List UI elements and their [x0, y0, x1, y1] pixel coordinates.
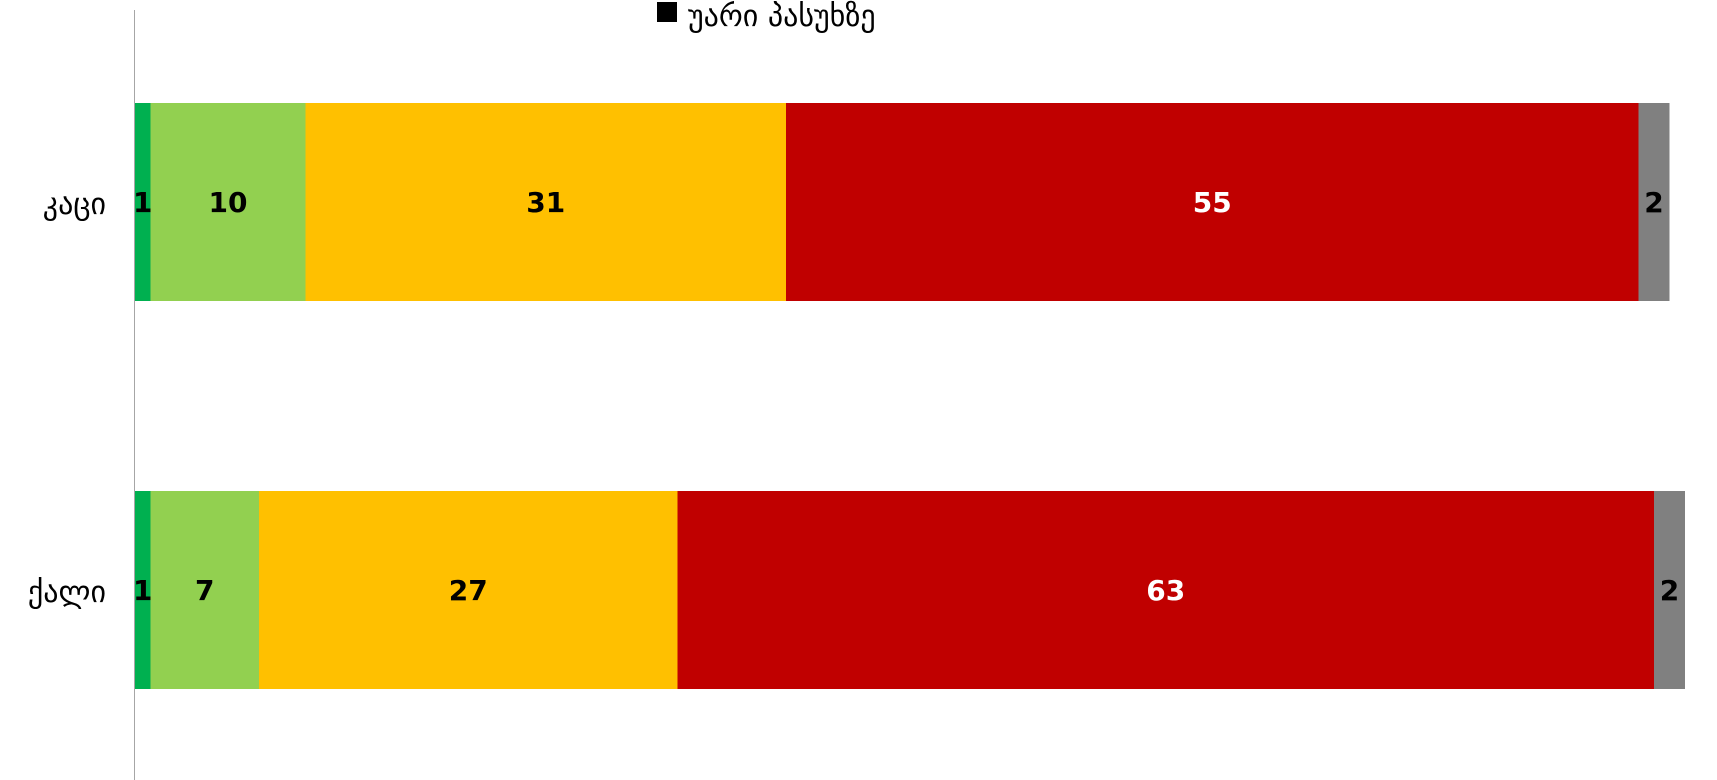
data-label-0-4: 2: [1644, 186, 1663, 219]
bar-1-segment-1: [150, 491, 259, 689]
data-label-1-4: 2: [1660, 574, 1679, 607]
data-label-1-2: 27: [449, 574, 488, 607]
bars-group: 1 10 31 55 2 1 7 27 63 2: [133, 103, 1685, 689]
data-label-0-3: 55: [1193, 186, 1232, 219]
bar-1-segment-3: [677, 491, 1654, 689]
legend: უარი პასუხზე: [657, 0, 876, 34]
category-label-kali: ქალი: [28, 575, 106, 610]
legend-marker: [657, 2, 677, 22]
data-label-0-2: 31: [526, 186, 565, 219]
data-label-1-3: 63: [1146, 574, 1185, 607]
legend-label: უარი პასუხზე: [688, 0, 876, 34]
bar-1-segment-0: [135, 491, 151, 689]
bar-0-segment-2: [305, 103, 786, 301]
bar-0-segment-3: [786, 103, 1639, 301]
data-label-1-0: 1: [133, 574, 152, 607]
bar-1-segment-2: [259, 491, 678, 689]
bar-0-segment-0: [135, 103, 151, 301]
category-label-kaci: კაცი: [43, 187, 106, 222]
data-label-0-1: 10: [209, 186, 248, 219]
bar-0-segment-4: [1638, 103, 1670, 301]
bar-1-segment-4: [1654, 491, 1685, 689]
data-label-1-1: 7: [195, 574, 214, 607]
bar-0-segment-1: [150, 103, 306, 301]
data-label-0-0: 1: [133, 186, 152, 219]
